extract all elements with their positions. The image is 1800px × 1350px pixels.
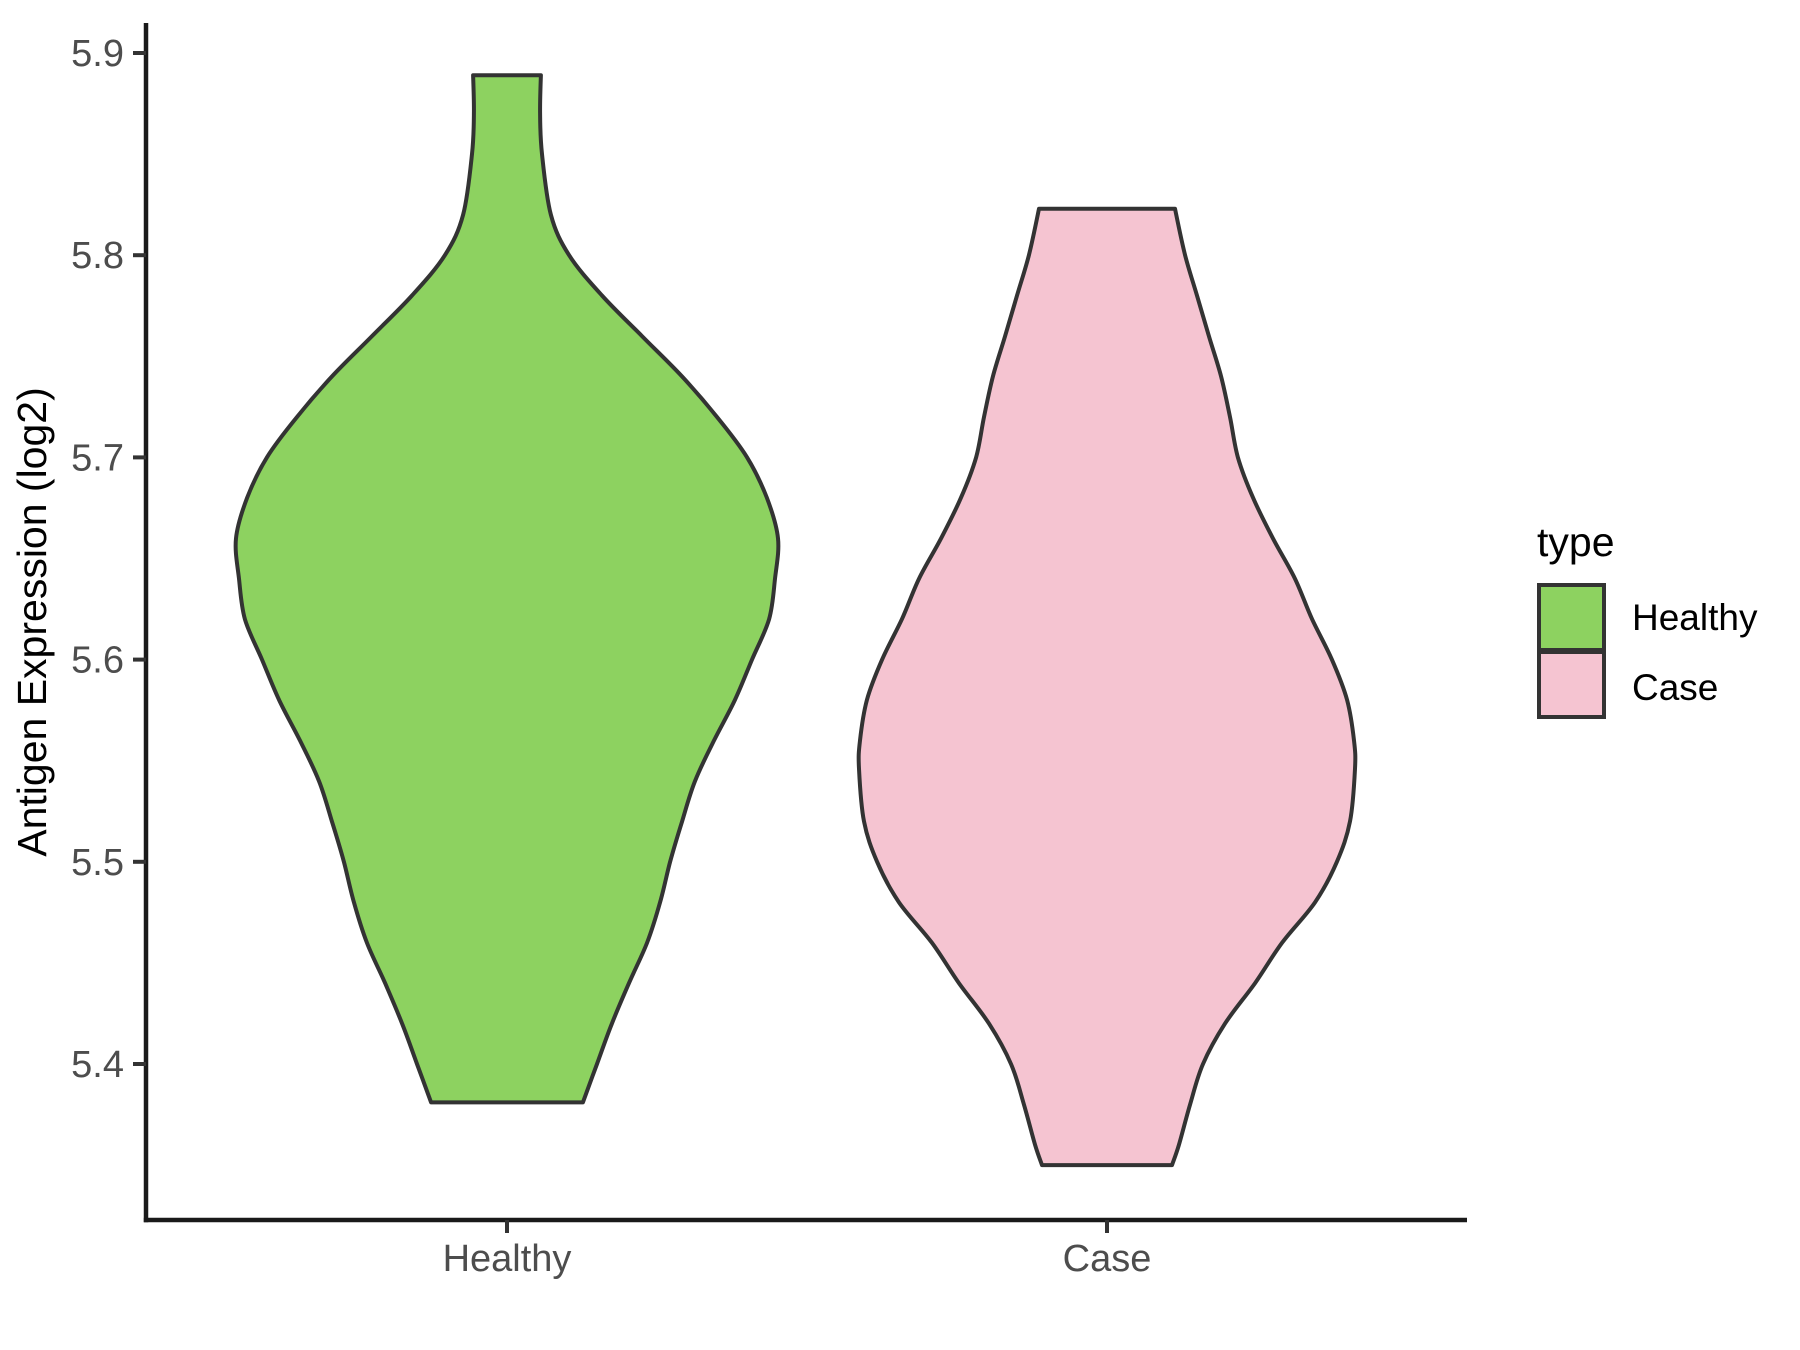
legend-swatch-case	[1537, 650, 1606, 719]
y-tick-label: 5.4	[71, 1044, 124, 1086]
legend-swatch-healthy	[1537, 583, 1606, 652]
y-tick-label: 5.5	[71, 842, 124, 884]
legend: type Healthy Case	[1537, 519, 1758, 719]
y-axis-title: Antigen Expression (log2)	[9, 387, 55, 856]
x-category-label-case: Case	[1063, 1238, 1152, 1280]
legend-label-healthy: Healthy	[1632, 597, 1758, 638]
x-axis: Healthy Case	[443, 1220, 1152, 1280]
legend-title: type	[1537, 519, 1615, 565]
y-tick-label: 5.7	[71, 437, 124, 479]
y-tick-label: 5.9	[71, 33, 124, 75]
violin-healthy	[233, 73, 781, 1105]
y-tick-label: 5.6	[71, 640, 124, 682]
x-category-label-healthy: Healthy	[443, 1238, 572, 1280]
y-tick-label: 5.8	[71, 235, 124, 277]
legend-label-case: Case	[1632, 667, 1718, 708]
violin-case	[856, 206, 1358, 1168]
y-axis: 5.9 5.8 5.7 5.6 5.5 5.4	[71, 33, 146, 1086]
violins-layer	[233, 73, 1358, 1168]
